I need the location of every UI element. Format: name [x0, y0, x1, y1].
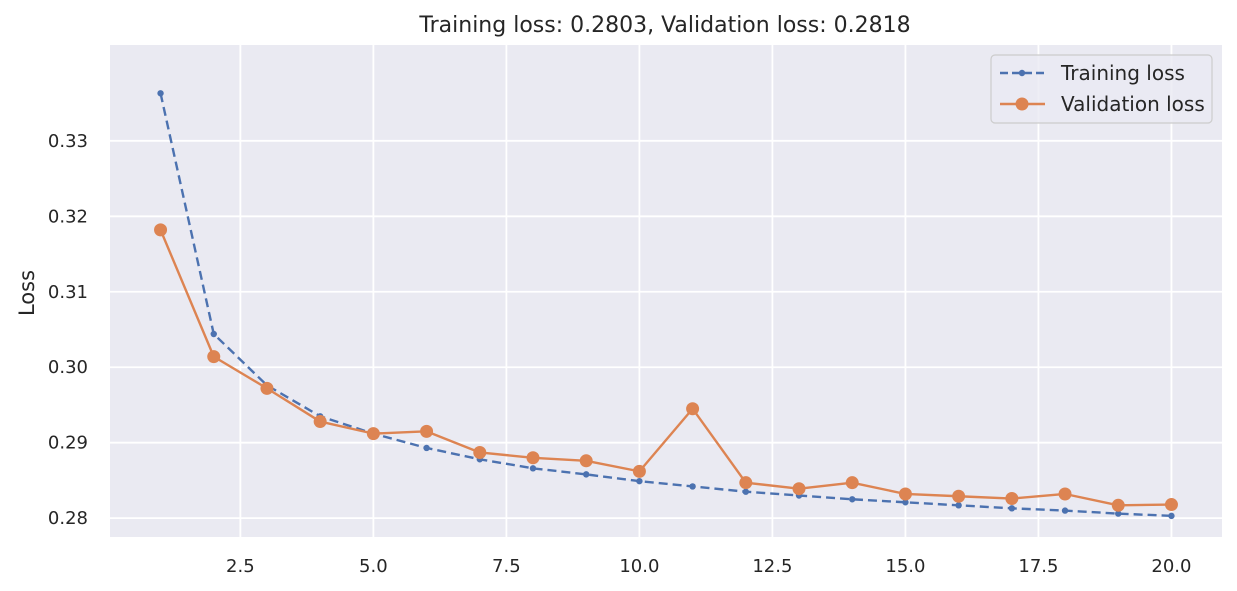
y-tick-label: 0.28: [48, 508, 88, 529]
data-point-validation: [739, 476, 753, 490]
data-point-training: [423, 444, 430, 452]
data-point-training: [1168, 512, 1175, 520]
data-point-training: [955, 502, 962, 509]
data-point-validation: [952, 489, 966, 503]
data-point-training: [210, 330, 217, 338]
y-tick-label: 0.30: [48, 357, 88, 378]
y-tick-label: 0.33: [48, 131, 88, 152]
data-point-training: [1008, 505, 1016, 512]
legend-marker-training: [1018, 69, 1026, 77]
legend-label-training: Training loss: [1060, 61, 1185, 85]
y-tick-label: 0.32: [48, 206, 88, 227]
data-point-training: [1115, 510, 1122, 517]
data-point-validation: [1164, 498, 1178, 512]
data-point-training: [742, 488, 750, 495]
data-point-validation: [207, 350, 221, 364]
series-line-validation: [159, 229, 1172, 507]
y-axis-label: Loss: [15, 270, 39, 316]
legend-marker-validation: [1015, 97, 1029, 111]
data-point-validation: [313, 415, 327, 429]
grid: [110, 45, 1222, 537]
data-point-training: [689, 483, 696, 490]
x-tick-label: 2.5: [226, 556, 255, 577]
x-tick-label: 7.5: [492, 556, 521, 577]
data-point-validation: [792, 482, 806, 496]
data-point-validation: [420, 424, 434, 438]
data-point-validation: [1058, 487, 1072, 501]
legend-label-validation: Validation loss: [1061, 92, 1205, 116]
data-point-validation: [154, 223, 168, 237]
x-tick-label: 15.0: [885, 556, 925, 577]
data-point-training: [636, 477, 643, 485]
legend-box: [990, 54, 1213, 124]
x-tick-label: 20.0: [1151, 556, 1191, 577]
data-point-training: [157, 90, 164, 97]
data-point-validation: [898, 487, 912, 501]
x-tick-label: 10.0: [619, 556, 659, 577]
data-point-validation: [366, 427, 380, 441]
data-point-validation: [579, 454, 593, 468]
x-tick-label: 5.0: [359, 556, 388, 577]
data-point-validation: [1111, 498, 1125, 512]
series: [154, 90, 1178, 520]
legend-entry-validation: Validation loss: [1000, 92, 1205, 116]
data-point-validation: [1005, 492, 1019, 506]
data-point-training: [582, 471, 590, 478]
legend: Training loss Validation loss: [990, 54, 1213, 124]
data-point-validation: [632, 464, 646, 478]
data-point-training: [529, 465, 537, 472]
y-tick-label: 0.29: [48, 433, 88, 454]
data-point-validation: [845, 476, 859, 490]
data-point-validation: [260, 381, 274, 395]
data-point-training: [1061, 507, 1069, 514]
data-point-training: [902, 499, 909, 506]
data-point-validation: [686, 402, 700, 416]
data-point-validation: [473, 445, 487, 459]
data-point-validation: [526, 451, 540, 465]
y-tick-label: 0.31: [48, 282, 88, 303]
x-tick-label: 12.5: [752, 556, 792, 577]
data-point-training: [849, 496, 856, 503]
series-line-training: [159, 93, 1172, 518]
chart-title: Training loss: 0.2803, Validation loss: …: [418, 13, 910, 38]
axis-ticks: 2.5 5.0 7.5 10.0 12.5 15.0 17.5 20.0 0.28 0.29 0.3…: [48, 131, 1192, 577]
x-tick-label: 17.5: [1018, 556, 1058, 577]
legend-entry-training: Training loss: [1000, 61, 1185, 85]
